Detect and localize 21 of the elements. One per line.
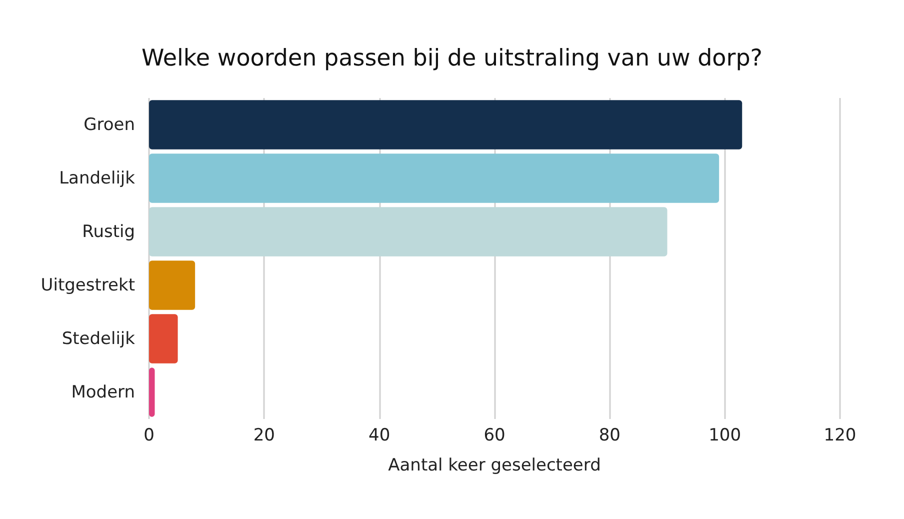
x-tick-label: 0 — [144, 426, 154, 446]
y-tick-label: Landelijk — [59, 168, 136, 188]
x-tick-label: 40 — [368, 426, 390, 446]
y-tick-label: Uitgestrekt — [40, 275, 136, 296]
x-tick-label: 120 — [824, 426, 856, 446]
bar — [149, 100, 742, 150]
bar — [149, 207, 668, 256]
x-tick-label: 100 — [708, 426, 742, 446]
y-tick-label: Rustig — [82, 222, 135, 242]
y-tick-label: Groen — [84, 114, 135, 135]
y-tick-label: Stedelijk — [62, 328, 136, 349]
bar — [149, 314, 178, 364]
x-tick-label: 80 — [598, 426, 620, 446]
x-tick-label: 20 — [253, 426, 275, 446]
x-tick-label: 60 — [484, 426, 506, 446]
y-tick-label: Modern — [71, 382, 135, 402]
chart-title: Welke woorden passen bij de uitstraling van uw dorp? — [141, 46, 763, 72]
bar — [149, 368, 155, 417]
x-axis-title: Aantal keer geselecteerd — [388, 456, 601, 476]
bar — [149, 154, 720, 203]
bar — [149, 260, 196, 310]
